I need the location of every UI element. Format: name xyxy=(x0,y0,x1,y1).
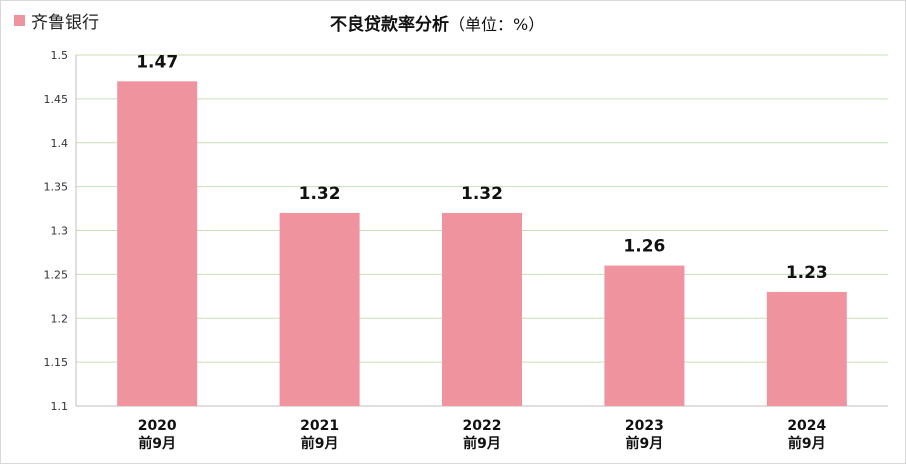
y-tick-label: 1.3 xyxy=(51,225,69,238)
legend-swatch xyxy=(14,15,25,26)
bar xyxy=(604,265,685,406)
x-tick-label: 前9月 xyxy=(463,435,501,452)
bar xyxy=(766,291,847,406)
data-label: 1.47 xyxy=(136,52,178,72)
bar xyxy=(117,81,198,406)
data-label: 1.23 xyxy=(786,263,828,283)
chart-title-unit: （单位：%） xyxy=(449,15,545,34)
legend-label: 齐鲁银行 xyxy=(31,13,99,33)
chart-title-main: 不良贷款率分析 xyxy=(330,15,449,35)
y-tick-label: 1.1 xyxy=(51,400,69,413)
y-tick-label: 1.45 xyxy=(44,93,69,106)
x-tick-label: 2023 xyxy=(625,418,664,434)
legend: 齐鲁银行 xyxy=(14,8,99,33)
y-tick-label: 1.2 xyxy=(51,312,69,325)
y-tick-label: 1.35 xyxy=(44,181,69,194)
x-tick-label: 2022 xyxy=(463,418,502,434)
data-label: 1.32 xyxy=(461,184,503,204)
y-tick-label: 1.5 xyxy=(51,49,69,62)
y-tick-label: 1.15 xyxy=(44,356,69,369)
data-label: 1.26 xyxy=(623,237,665,257)
x-tick-label: 前9月 xyxy=(788,435,826,452)
x-tick-label: 2020 xyxy=(138,418,177,434)
x-tick-label: 前9月 xyxy=(626,435,664,452)
chart-title: 不良贷款率分析（单位：%） xyxy=(330,10,544,35)
y-tick-label: 1.4 xyxy=(51,137,69,150)
bar xyxy=(442,212,522,406)
y-tick-label: 1.25 xyxy=(44,268,69,281)
bar xyxy=(279,212,360,406)
x-tick-label: 前9月 xyxy=(301,435,339,452)
x-tick-label: 2024 xyxy=(787,418,826,434)
x-tick-label: 2021 xyxy=(300,418,339,434)
x-tick-label: 前9月 xyxy=(138,435,176,452)
data-label: 1.32 xyxy=(299,184,341,204)
